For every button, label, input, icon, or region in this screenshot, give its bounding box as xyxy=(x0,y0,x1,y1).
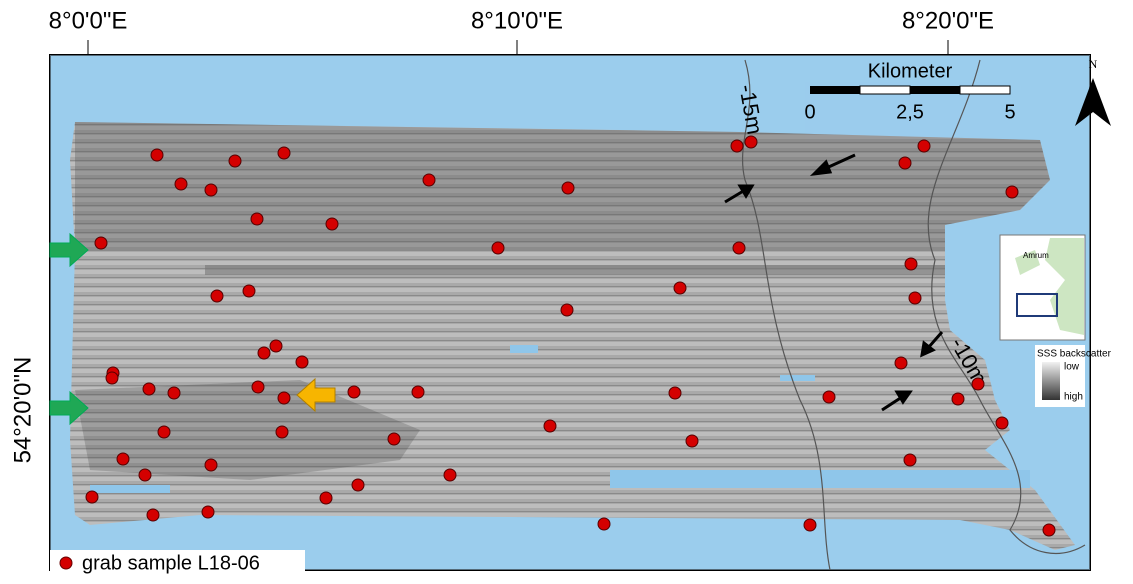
grab-sample xyxy=(412,386,424,398)
grab-sample xyxy=(326,218,338,230)
grab-sample xyxy=(205,184,217,196)
scale-title: Kilometer xyxy=(868,60,953,82)
grab-sample xyxy=(258,347,270,359)
legend-high: high xyxy=(1064,392,1083,403)
grab-sample xyxy=(562,182,574,194)
grab-sample xyxy=(686,435,698,447)
grab-sample xyxy=(996,417,1008,429)
grab-sample xyxy=(804,519,816,531)
grab-sample xyxy=(251,213,263,225)
lat-label: 54°20'0"N xyxy=(9,357,36,464)
grab-sample xyxy=(296,356,308,368)
grab-sample xyxy=(544,420,556,432)
grab-sample xyxy=(202,506,214,518)
legend-title: SSS backscatter xyxy=(1037,349,1112,360)
grab-sample xyxy=(669,387,681,399)
north-label: N xyxy=(1089,57,1098,71)
scale-tick: 5 xyxy=(1004,101,1015,123)
grab-sample xyxy=(143,383,155,395)
grab-sample xyxy=(899,157,911,169)
scale-seg xyxy=(860,86,910,94)
grab-sample xyxy=(1006,186,1018,198)
grab-sample xyxy=(151,149,163,161)
grab-sample xyxy=(139,469,151,481)
gap xyxy=(780,375,815,381)
grab-sample xyxy=(388,433,400,445)
scale-tick: 2,5 xyxy=(896,101,924,123)
grab-sample xyxy=(147,509,159,521)
grab-sample xyxy=(320,492,332,504)
grab-sample xyxy=(278,147,290,159)
grab-sample xyxy=(86,491,98,503)
scale-seg xyxy=(810,86,860,94)
grab-sample xyxy=(492,242,504,254)
grab-sample xyxy=(972,378,984,390)
scale-seg xyxy=(960,86,1010,94)
grab-sample xyxy=(674,282,686,294)
grab-sample xyxy=(352,479,364,491)
grab-sample xyxy=(348,386,360,398)
grab-sample xyxy=(276,426,288,438)
legend-symbol xyxy=(60,557,72,569)
lon-label: 8°0'0"E xyxy=(49,7,128,34)
grab-sample xyxy=(952,393,964,405)
legend-label: grab sample L18-06 xyxy=(82,552,260,574)
grab-sample xyxy=(423,174,435,186)
grab-sample xyxy=(733,242,745,254)
grab-sample xyxy=(168,387,180,399)
scale-tick: 0 xyxy=(804,101,815,123)
scale-seg xyxy=(910,86,960,94)
grab-sample xyxy=(905,258,917,270)
grab-sample xyxy=(117,453,129,465)
legend-gradient xyxy=(1042,362,1060,400)
gap xyxy=(90,485,170,493)
grab-sample xyxy=(745,136,757,148)
grab-sample xyxy=(205,459,217,471)
grab-sample xyxy=(278,392,290,404)
grab-sample xyxy=(243,285,255,297)
grab-sample xyxy=(95,237,107,249)
grab-sample xyxy=(909,292,921,304)
map: -15m -10m 8°0'0"E 8°10'0"E 8°20'0"E 54°2… xyxy=(0,0,1133,584)
grab-sample xyxy=(598,518,610,530)
grab-sample xyxy=(918,140,930,152)
grab-sample xyxy=(731,140,743,152)
grab-sample xyxy=(444,469,456,481)
grab-sample xyxy=(229,155,241,167)
grab-sample xyxy=(1043,524,1055,536)
gap xyxy=(610,470,1030,488)
grab-sample xyxy=(106,372,118,384)
grab-sample xyxy=(895,357,907,369)
grab-sample xyxy=(270,340,282,352)
grab-sample xyxy=(561,304,573,316)
grab-sample xyxy=(823,391,835,403)
legend-low: low xyxy=(1064,362,1080,373)
inset-label: Amrum xyxy=(1023,251,1049,260)
gap xyxy=(510,345,538,353)
grab-sample xyxy=(904,454,916,466)
lon-label: 8°10'0"E xyxy=(471,7,563,34)
grab-sample xyxy=(252,381,264,393)
grab-sample xyxy=(175,178,187,190)
grab-sample xyxy=(211,290,223,302)
grab-sample xyxy=(158,426,170,438)
lon-label: 8°20'0"E xyxy=(902,7,994,34)
stripe xyxy=(205,265,945,275)
